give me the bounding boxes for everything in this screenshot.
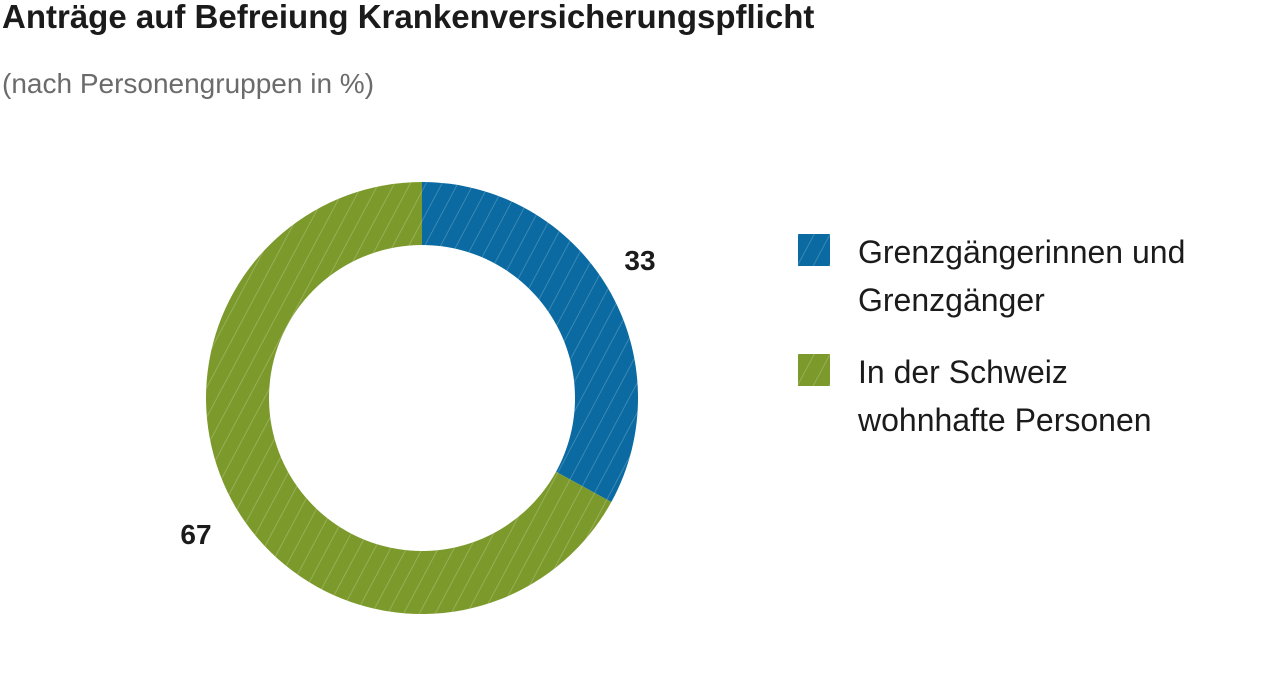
legend-label-grenzgaenger: Grenzgängerinnen und Grenzgänger — [858, 234, 1186, 318]
chart-title: Anträge auf Befreiung Krankenversicherun… — [2, 0, 815, 35]
slice-labels: 33 67 — [180, 245, 655, 550]
slice-schweiz-value-label: 67 — [180, 519, 211, 550]
legend: Grenzgängerinnen und Grenzgänger In der … — [798, 228, 1198, 468]
chart-subtitle: (nach Personengruppen in %) — [2, 68, 375, 99]
slice-grenzgaenger-hatch — [422, 182, 639, 503]
legend-label-schweiz: In der Schweiz wohnhafte Personen — [858, 354, 1152, 438]
legend-item-grenzgaenger: Grenzgängerinnen und Grenzgänger — [798, 228, 1198, 324]
legend-item-schweiz: In der Schweiz wohnhafte Personen — [798, 348, 1198, 444]
donut-slices — [206, 182, 639, 614]
slice-schweiz-hatch — [206, 182, 612, 614]
slice-grenzgaenger-value-label: 33 — [624, 245, 655, 276]
legend-swatch-schweiz — [798, 354, 830, 386]
legend-swatch-grenzgaenger — [798, 234, 830, 266]
